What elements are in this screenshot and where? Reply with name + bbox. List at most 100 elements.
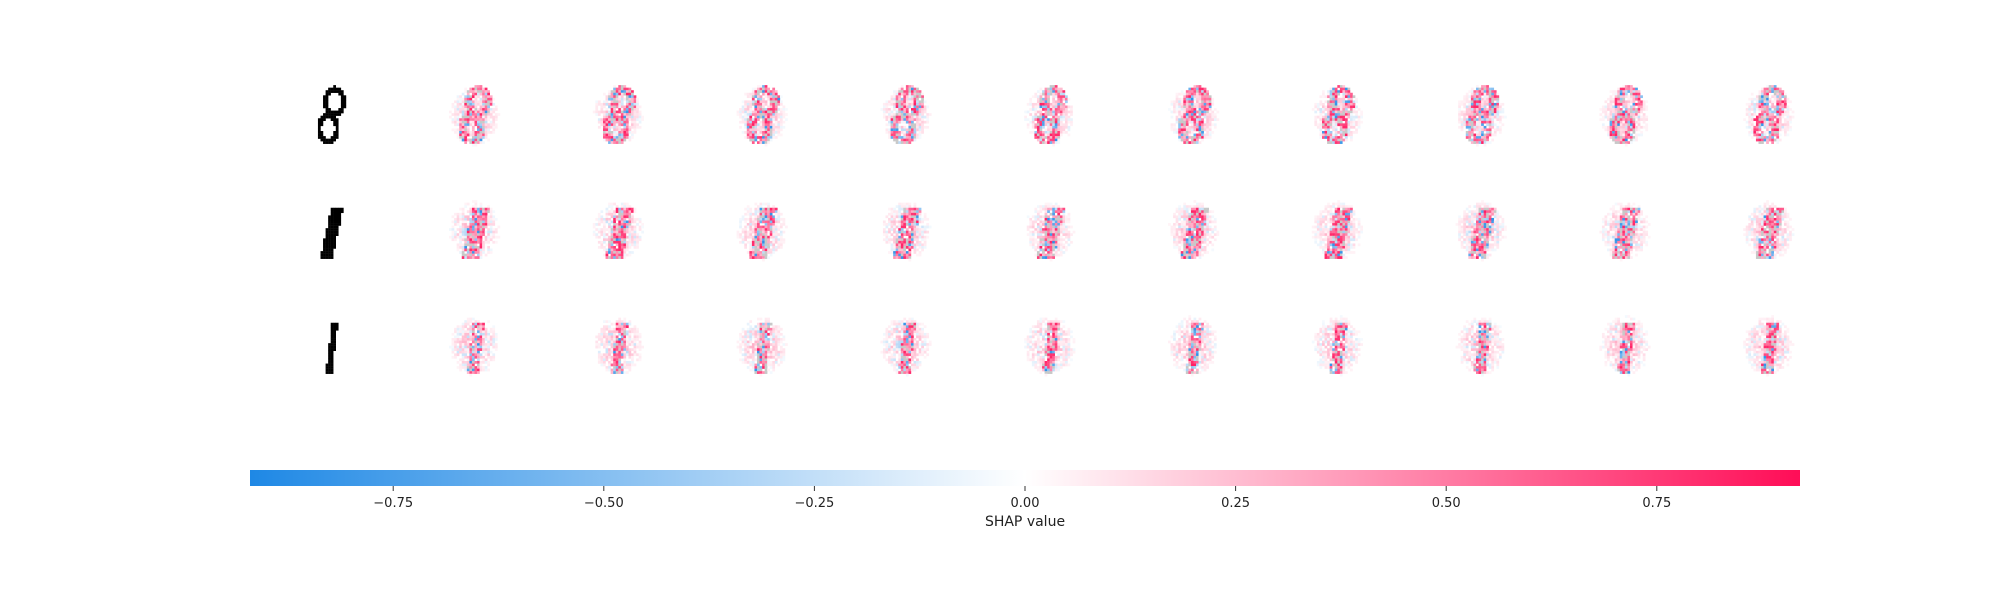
shap-pixel bbox=[900, 108, 904, 111]
shap-pixel bbox=[1047, 125, 1050, 129]
shap-pixel bbox=[461, 251, 465, 254]
shap-pixel bbox=[754, 202, 758, 206]
shap-pixel bbox=[921, 131, 924, 134]
shap-pixel bbox=[464, 256, 468, 259]
shap-pixel bbox=[1201, 240, 1204, 244]
shap-pixel bbox=[1478, 92, 1482, 96]
shap-pixel bbox=[471, 110, 475, 114]
shap-pixel bbox=[608, 113, 611, 116]
shap-pixel bbox=[905, 240, 909, 244]
shap-pixel bbox=[477, 123, 480, 127]
shap-pixel bbox=[1642, 105, 1646, 109]
shap-pixel bbox=[1640, 102, 1643, 106]
shap-pixel bbox=[628, 100, 632, 104]
shap-pixel bbox=[1057, 141, 1061, 144]
shap-pixel bbox=[1319, 133, 1323, 137]
shap-pixel bbox=[1773, 123, 1777, 127]
shap-pixel bbox=[471, 123, 475, 127]
shap-pixel bbox=[774, 225, 778, 229]
shap-pixel bbox=[1188, 235, 1192, 239]
shap-pixel bbox=[1773, 108, 1777, 111]
shap-pixel bbox=[459, 233, 462, 236]
shap-pixel bbox=[1491, 118, 1495, 121]
shap-pixel bbox=[911, 113, 914, 116]
shap-pixel bbox=[1065, 233, 1068, 236]
shap-pixel bbox=[1617, 123, 1620, 127]
shap-pixel bbox=[600, 108, 604, 111]
shap-pixel bbox=[1329, 210, 1333, 214]
shap-pixel bbox=[1773, 100, 1777, 104]
shap-pixel bbox=[1047, 217, 1050, 221]
shap-pixel bbox=[767, 215, 770, 219]
shap-pixel bbox=[1065, 217, 1068, 221]
shap-pixel bbox=[1188, 102, 1192, 106]
shap-pixel bbox=[1185, 141, 1189, 144]
shap-pixel bbox=[1324, 125, 1328, 129]
input-pixel bbox=[333, 120, 336, 124]
shap-pixel bbox=[1190, 223, 1194, 226]
shap-pixel bbox=[1327, 230, 1330, 234]
input-pixel bbox=[330, 230, 334, 234]
shap-pixel bbox=[746, 131, 750, 134]
shap-pixel bbox=[1042, 102, 1045, 106]
shap-pixel bbox=[1496, 105, 1500, 109]
shap-pixel bbox=[618, 215, 622, 219]
shap-pixel bbox=[474, 246, 478, 249]
shap-pixel bbox=[1339, 120, 1343, 124]
shap-pixel bbox=[482, 246, 485, 249]
shap-pixel bbox=[608, 225, 611, 229]
shap-pixel bbox=[1771, 105, 1774, 109]
shap-pixel bbox=[1344, 118, 1348, 121]
shap-pixel bbox=[1314, 105, 1318, 109]
input-pixel bbox=[338, 207, 342, 211]
shap-pixel bbox=[911, 233, 914, 236]
shap-pixel bbox=[900, 90, 904, 93]
input-pixel bbox=[317, 120, 321, 124]
shap-pixel bbox=[613, 233, 616, 236]
shap-pixel bbox=[1029, 97, 1033, 101]
shap-pixel bbox=[1332, 220, 1335, 224]
shap-pixel bbox=[633, 113, 637, 116]
shap-pixel bbox=[1342, 125, 1346, 129]
shap-pixel bbox=[1190, 108, 1194, 111]
shap-pixel bbox=[746, 240, 750, 244]
shap-pixel bbox=[1763, 95, 1767, 99]
shap-pixel bbox=[1031, 125, 1035, 129]
shap-pixel bbox=[623, 92, 627, 96]
shap-pixel bbox=[615, 223, 619, 226]
shap-pixel bbox=[603, 246, 606, 249]
input-pixel bbox=[330, 110, 334, 114]
shap-pixel bbox=[1031, 220, 1035, 224]
shap-pixel bbox=[1185, 220, 1189, 224]
shap-pixel bbox=[1188, 141, 1192, 144]
shap-pixel bbox=[477, 115, 480, 119]
shap-pixel bbox=[1173, 128, 1176, 132]
shap-pixel bbox=[1488, 133, 1492, 137]
shap-pixel bbox=[466, 100, 470, 104]
shap-pixel bbox=[494, 123, 498, 127]
shap-pixel bbox=[1327, 205, 1330, 208]
shap-pixel bbox=[615, 128, 619, 132]
shap-pixel bbox=[608, 238, 611, 242]
shap-pixel bbox=[774, 100, 778, 104]
shap-pixel bbox=[489, 123, 493, 127]
shap-pixel bbox=[1180, 230, 1184, 234]
shap-pixel bbox=[757, 217, 760, 221]
shap-pixel bbox=[1334, 87, 1338, 91]
shap-pixel bbox=[1057, 128, 1061, 132]
shap-pixel bbox=[1178, 105, 1181, 109]
shap-pixel bbox=[1640, 108, 1643, 111]
shap-pixel bbox=[592, 230, 596, 234]
shap-pixel bbox=[492, 240, 496, 244]
shap-pixel bbox=[1614, 102, 1618, 106]
shap-pixel bbox=[754, 87, 758, 91]
shap-pixel bbox=[1206, 217, 1209, 221]
shap-pixel bbox=[1039, 243, 1043, 247]
shap-pixel bbox=[739, 217, 742, 221]
input-pixel bbox=[320, 256, 324, 259]
shap-pixel bbox=[1624, 110, 1628, 114]
shap-pixel bbox=[615, 131, 619, 134]
shap-pixel bbox=[628, 108, 632, 111]
shap-pixel bbox=[754, 217, 758, 221]
shap-pixel bbox=[1470, 123, 1474, 127]
